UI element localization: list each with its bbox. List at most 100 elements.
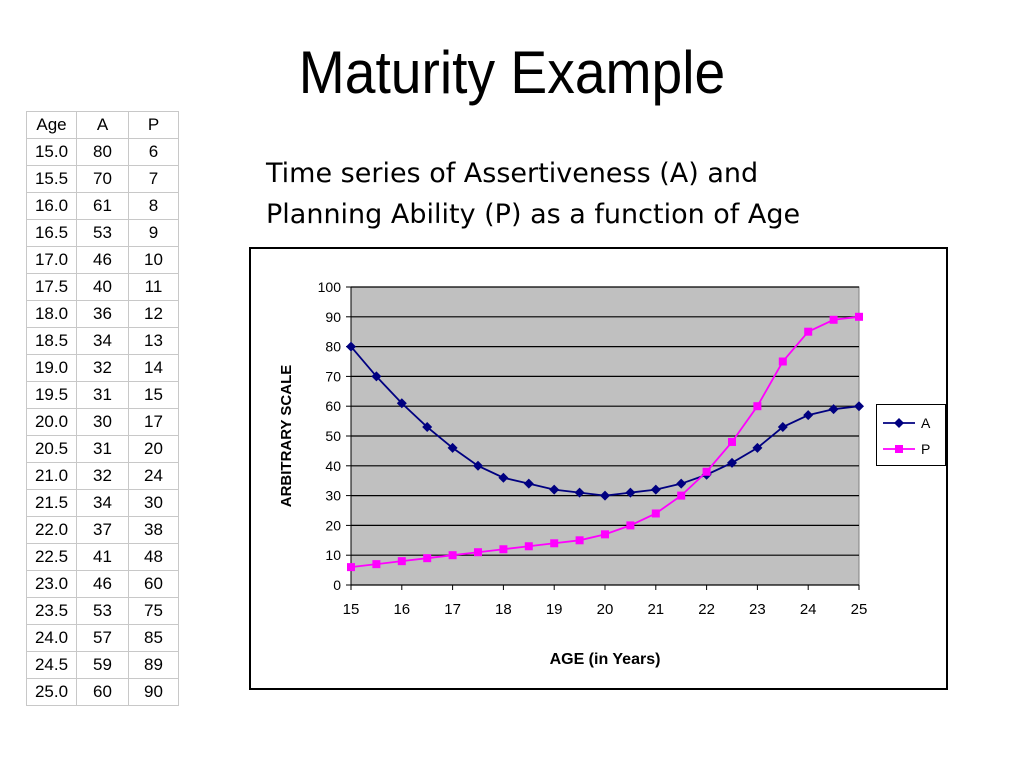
table-cell-p: 12 [128,300,179,328]
series-a-point [574,487,585,498]
y-tick-label: 40 [325,458,341,474]
table-cell-age: 21.0 [26,462,77,490]
table-cell-age: 23.0 [26,570,77,598]
table-row: 19.5 31 15 [26,381,179,409]
x-tick-label: 22 [698,601,715,618]
series-p-point [575,536,584,545]
table-cell-p: 30 [128,489,179,517]
series-p-point [448,551,457,560]
series-p-point [804,327,813,336]
table-row: 17.5 40 11 [26,273,179,301]
y-tick-label: 80 [325,339,341,355]
series-a-point [371,371,382,382]
series-a-point [549,484,560,495]
x-tick-label: 24 [800,601,817,618]
table-cell-age: 15.0 [26,138,77,166]
y-tick-label: 0 [333,577,341,593]
x-tick-label: 15 [343,601,360,618]
series-p-point [372,560,381,569]
legend-swatch-a [883,418,915,428]
table-cell-age: 16.5 [26,219,77,247]
table-cell-p: 7 [128,165,179,193]
series-p-point [753,402,762,411]
y-tick-label: 70 [325,368,341,384]
table-cell-p: 90 [128,678,179,706]
table-row: 21.5 34 30 [26,489,179,517]
table-cell-a: 57 [76,624,129,652]
line-chart: 0 10 20 30 40 50 60 70 80 90 100 15 16 17 18 19 20 21 22 23… [278,279,868,668]
table-row: 17.0 46 10 [26,246,179,274]
series-a-point [396,398,407,409]
table-cell-a: 36 [76,300,129,328]
table-row: 18.0 36 12 [26,300,179,328]
series-a-point [498,472,509,483]
series-a-point [777,422,788,433]
table-cell-p: 75 [128,597,179,625]
series-p-point [499,545,508,554]
table-cell-a: 46 [76,570,129,598]
series-a-point [752,442,763,453]
series-p-point [855,312,863,321]
table-cell-age: 16.0 [26,192,77,220]
table-cell-a: 40 [76,273,129,301]
table-row: 19.0 32 14 [26,354,179,382]
table-cell-a: 70 [76,165,129,193]
table-cell-age: 15.5 [26,165,77,193]
table-cell-a: 61 [76,192,129,220]
series-p-point [702,467,711,476]
table-cell-age: 17.0 [26,246,77,274]
series-a-point [600,490,610,501]
y-tick-label: 30 [325,488,341,504]
x-tick-label: 25 [851,601,868,618]
table-cell-p: 60 [128,570,179,598]
table-cell-age: 22.5 [26,543,77,571]
series-p-point [728,437,736,446]
subtitle-line-1: Time series of Assertiveness (A) and [266,158,759,189]
table-cell-p: 6 [128,138,179,166]
y-tick-label: 60 [325,398,341,414]
table-row: 16.5 53 9 [26,219,179,247]
table-cell-p: 14 [128,354,179,382]
series-a-point [650,484,661,495]
x-tick-label: 17 [444,601,461,618]
table-cell-age: 19.5 [26,381,77,409]
series-p-point [778,357,787,366]
slide-subtitle: Time series of Assertiveness (A) and Pla… [266,153,986,235]
series-p-point [474,548,482,557]
series-a-point [447,442,458,453]
x-tick-label: 18 [495,601,512,618]
data-table: Age A P 15.0 80 6 15.5 70 7 16.0 61 8 16.5 53 9 17.0… [26,111,179,706]
series-a-point [727,457,737,468]
table-cell-p: 48 [128,543,179,571]
table-cell-age: 20.5 [26,435,77,463]
table-cell-a: 41 [76,543,129,571]
x-tick-label: 16 [393,601,410,618]
table-header-row: Age A P [26,111,179,139]
table-row: 20.0 30 17 [26,408,179,436]
x-tick-label: 21 [647,601,664,618]
table-cell-p: 24 [128,462,179,490]
table-row: 23.0 46 60 [26,570,179,598]
x-axis-title: AGE (in Years) [550,651,661,668]
series-p-point [550,539,559,548]
table-header-a: A [76,111,129,139]
series-a-point [676,478,687,489]
x-tick-label: 20 [597,601,614,618]
table-cell-p: 15 [128,381,179,409]
table-cell-p: 89 [128,651,179,679]
table-cell-a: 37 [76,516,129,544]
table-header-age: Age [26,111,77,139]
table-row: 15.5 70 7 [26,165,179,193]
table-row: 23.5 53 75 [26,597,179,625]
table-cell-p: 20 [128,435,179,463]
table-row: 24.0 57 85 [26,624,179,652]
table-cell-p: 11 [128,273,179,301]
series-a-point [828,404,839,415]
table-cell-age: 21.5 [26,489,77,517]
series-a-point [473,460,483,471]
series-p-point [423,554,432,563]
x-tick-label: 19 [546,601,563,618]
table-header-p: P [128,111,179,139]
table-cell-age: 23.5 [26,597,77,625]
y-tick-label: 50 [325,428,341,444]
